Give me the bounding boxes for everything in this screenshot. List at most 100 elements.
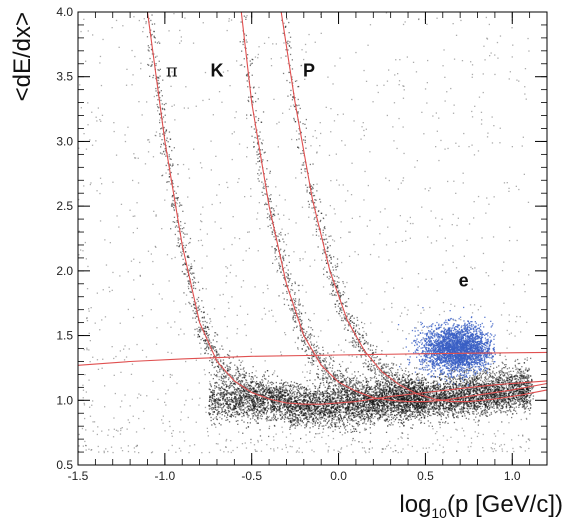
data-point bbox=[374, 392, 376, 394]
data-point bbox=[203, 317, 205, 319]
data-point bbox=[441, 398, 443, 400]
data-point bbox=[247, 86, 249, 88]
data-point bbox=[295, 405, 297, 408]
data-point bbox=[274, 417, 277, 419]
data-point bbox=[323, 384, 325, 386]
data-point bbox=[320, 353, 322, 355]
data-point bbox=[376, 363, 378, 365]
data-point bbox=[512, 382, 514, 384]
data-point bbox=[189, 241, 191, 244]
data-point bbox=[197, 334, 199, 336]
data-point bbox=[333, 374, 335, 376]
data-point bbox=[319, 356, 321, 359]
data-point bbox=[347, 403, 349, 405]
data-point bbox=[452, 399, 454, 401]
data-point bbox=[175, 192, 177, 194]
data-point bbox=[179, 228, 181, 230]
data-point bbox=[229, 366, 231, 369]
data-point bbox=[387, 395, 389, 397]
data-point bbox=[338, 363, 341, 365]
data-point bbox=[524, 377, 526, 379]
data-point bbox=[360, 388, 362, 390]
data-point bbox=[486, 378, 488, 380]
data-point bbox=[391, 397, 393, 400]
data-point bbox=[217, 366, 220, 368]
data-point bbox=[150, 48, 153, 51]
data-point bbox=[345, 368, 347, 370]
data-point bbox=[377, 408, 379, 410]
data-point bbox=[458, 385, 460, 387]
data-point bbox=[504, 374, 506, 377]
data-point bbox=[467, 381, 469, 383]
data-point bbox=[212, 348, 215, 350]
data-point bbox=[374, 392, 376, 394]
data-point bbox=[221, 377, 223, 379]
data-point bbox=[315, 398, 317, 401]
data-point bbox=[456, 398, 458, 400]
data-point bbox=[482, 372, 485, 374]
data-point bbox=[262, 383, 264, 386]
data-point bbox=[379, 388, 381, 390]
data-point bbox=[405, 394, 407, 397]
data-point bbox=[323, 358, 325, 360]
data-point bbox=[246, 80, 248, 82]
data-point bbox=[230, 385, 232, 387]
data-point bbox=[317, 388, 319, 390]
data-point bbox=[365, 389, 368, 392]
data-point bbox=[476, 379, 478, 382]
data-point bbox=[322, 400, 324, 402]
data-point bbox=[366, 406, 368, 408]
data-point bbox=[515, 378, 517, 380]
data-point bbox=[379, 387, 381, 390]
data-point bbox=[431, 392, 433, 394]
data-point bbox=[518, 384, 520, 386]
data-point bbox=[199, 308, 201, 310]
data-point bbox=[263, 410, 265, 412]
data-point bbox=[302, 305, 304, 307]
data-point bbox=[528, 382, 530, 384]
data-point bbox=[220, 379, 222, 382]
data-point bbox=[474, 385, 476, 387]
data-point bbox=[498, 370, 500, 373]
data-point bbox=[246, 41, 248, 43]
data-point bbox=[496, 387, 498, 390]
data-point bbox=[499, 393, 501, 395]
data-point bbox=[295, 315, 297, 317]
data-point bbox=[456, 416, 458, 418]
data-point bbox=[465, 389, 467, 391]
data-point bbox=[521, 366, 523, 368]
data-point bbox=[220, 360, 222, 363]
data-point bbox=[313, 355, 315, 358]
data-point bbox=[398, 391, 400, 393]
data-point bbox=[416, 382, 418, 384]
data-point bbox=[501, 394, 503, 396]
data-point bbox=[240, 392, 242, 394]
data-point bbox=[508, 384, 510, 387]
data-point bbox=[348, 411, 351, 413]
data-point bbox=[401, 406, 404, 408]
data-point bbox=[345, 381, 347, 383]
data-point bbox=[511, 376, 514, 378]
data-point bbox=[280, 403, 282, 405]
data-point bbox=[519, 377, 521, 379]
data-point bbox=[414, 417, 416, 419]
data-point bbox=[277, 390, 279, 392]
data-point bbox=[272, 410, 274, 413]
data-point bbox=[272, 394, 274, 396]
data-point bbox=[190, 272, 192, 274]
data-point bbox=[478, 378, 480, 380]
data-point bbox=[488, 368, 490, 370]
data-point bbox=[494, 374, 496, 376]
data-point bbox=[467, 400, 469, 402]
data-point bbox=[328, 382, 330, 384]
data-point bbox=[455, 386, 457, 388]
data-point bbox=[332, 393, 334, 395]
data-point bbox=[532, 395, 535, 397]
data-point bbox=[366, 378, 368, 380]
data-point bbox=[197, 300, 199, 302]
data-point bbox=[496, 394, 498, 396]
data-point bbox=[178, 205, 181, 207]
data-point bbox=[493, 373, 496, 375]
data-point bbox=[210, 354, 212, 356]
data-point bbox=[471, 381, 473, 383]
